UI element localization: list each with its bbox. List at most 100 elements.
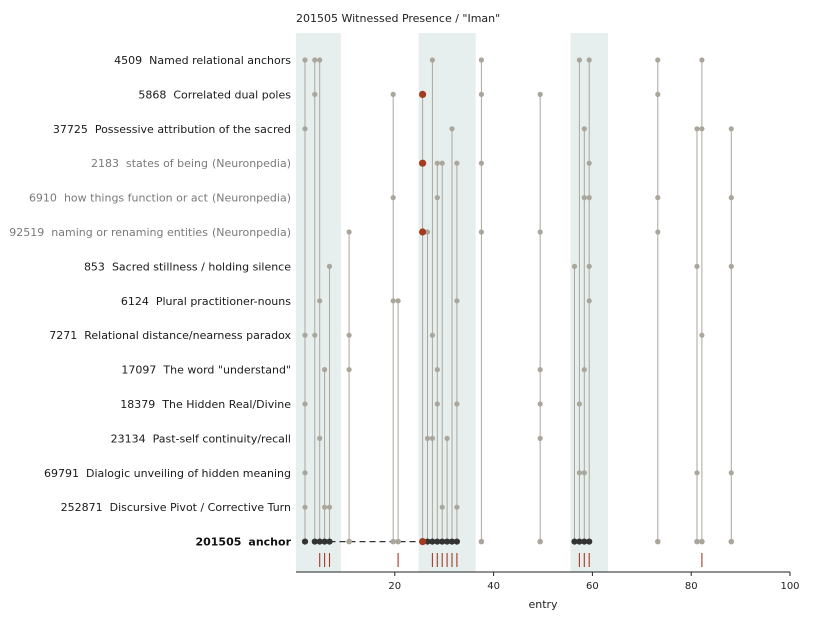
chart-title: 201505 Witnessed Presence / "Iman" bbox=[296, 12, 501, 25]
data-point bbox=[302, 401, 308, 407]
data-point bbox=[478, 91, 484, 97]
feature-name: Possessive attribution of the sacred bbox=[95, 123, 291, 136]
data-point bbox=[317, 435, 323, 441]
x-tick-label: 60 bbox=[586, 581, 599, 592]
stem-lines bbox=[304, 60, 732, 542]
data-point bbox=[346, 229, 352, 235]
data-point bbox=[571, 263, 578, 269]
feature-id: 853 bbox=[84, 260, 105, 273]
data-point bbox=[694, 126, 700, 132]
data-point bbox=[390, 91, 396, 97]
data-point bbox=[302, 57, 308, 63]
anchor-name: anchor bbox=[248, 536, 291, 549]
data-point bbox=[586, 160, 592, 166]
data-point bbox=[434, 195, 440, 201]
x-tick-label: 100 bbox=[780, 581, 799, 592]
x-tick-label: 20 bbox=[388, 581, 401, 592]
feature-id: 69791 bbox=[44, 467, 79, 480]
data-point bbox=[655, 229, 661, 235]
feature-name: states of being bbox=[126, 157, 208, 170]
data-point bbox=[346, 367, 352, 373]
data-point bbox=[302, 126, 308, 132]
data-point bbox=[317, 57, 323, 63]
data-point bbox=[454, 504, 460, 510]
data-point bbox=[312, 332, 318, 338]
data-point bbox=[444, 435, 450, 441]
anchor-point bbox=[434, 538, 441, 545]
row-label: 4509 Named relational anchors bbox=[114, 54, 291, 67]
data-point bbox=[454, 298, 460, 304]
row-label: 92519 naming or renaming entities (Neuronp… bbox=[9, 226, 291, 239]
anchor-point-light bbox=[346, 538, 352, 545]
row-label: 37725 Possessive attribution of the sacre… bbox=[53, 123, 291, 136]
data-point bbox=[390, 195, 396, 201]
feature-id: 5868 bbox=[138, 88, 166, 101]
row-label: 853 Sacred stillness / holding silence bbox=[84, 260, 291, 273]
data-points bbox=[301, 57, 735, 546]
anchor-point-light bbox=[728, 538, 735, 545]
feature-id: 18379 bbox=[120, 398, 155, 411]
anchor-id: 201505 bbox=[195, 536, 241, 549]
data-point bbox=[655, 57, 661, 63]
data-point bbox=[395, 298, 401, 304]
x-axis-label: entry bbox=[528, 598, 558, 611]
feature-name: Dialogic unveiling of hidden meaning bbox=[86, 467, 291, 480]
anchor-point bbox=[311, 538, 318, 545]
data-point bbox=[312, 57, 318, 63]
data-point bbox=[581, 195, 587, 201]
data-point bbox=[434, 401, 440, 407]
data-point bbox=[581, 470, 587, 476]
anchor-point bbox=[571, 538, 578, 545]
data-point bbox=[537, 367, 543, 373]
anchor-point-light bbox=[537, 538, 543, 545]
anchor-point-light bbox=[655, 538, 661, 545]
data-point bbox=[478, 160, 484, 166]
data-point bbox=[454, 401, 460, 407]
data-point bbox=[699, 126, 705, 132]
data-point bbox=[655, 91, 661, 97]
feature-name: Correlated dual poles bbox=[173, 88, 291, 101]
feature-name: The Hidden Real/Divine bbox=[161, 398, 291, 411]
data-point bbox=[429, 57, 435, 63]
feature-name: Past-self continuity/recall bbox=[153, 432, 291, 445]
anchor-point bbox=[424, 538, 431, 545]
row-labels: 4509 Named relational anchors 5868 Correlat… bbox=[9, 54, 291, 549]
x-tick-label: 80 bbox=[685, 581, 698, 592]
row-label: 5868 Correlated dual poles bbox=[138, 88, 291, 101]
data-point bbox=[317, 298, 323, 304]
feature-id: 4509 bbox=[114, 54, 142, 67]
anchor-point bbox=[301, 538, 309, 545]
feature-name: Named relational anchors bbox=[149, 54, 291, 67]
data-point bbox=[537, 435, 543, 441]
feature-name: Sacred stillness / holding silence bbox=[112, 260, 291, 273]
data-point bbox=[576, 470, 583, 476]
data-point bbox=[478, 57, 484, 63]
feature-source: (Neuronpedia) bbox=[212, 157, 291, 170]
feature-name: The word "understand" bbox=[162, 364, 291, 377]
x-axis: 20 40 60 80 100 entry bbox=[296, 571, 800, 611]
feature-id: 6124 bbox=[121, 295, 149, 308]
anchor-point bbox=[576, 538, 583, 545]
data-point bbox=[581, 126, 587, 132]
row-label: 7271 Relational distance/nearness paradox bbox=[49, 329, 291, 342]
feature-id: 2183 bbox=[91, 157, 119, 170]
data-point bbox=[478, 229, 484, 235]
data-point bbox=[439, 160, 445, 166]
anchor-point bbox=[321, 538, 328, 545]
data-point bbox=[728, 263, 734, 269]
row-label: 6910 how things function or act (Neuronped… bbox=[29, 192, 291, 205]
anchor-point-light bbox=[478, 538, 485, 545]
data-point bbox=[586, 195, 592, 201]
feature-id: 23134 bbox=[111, 432, 146, 445]
highlight-point bbox=[419, 90, 427, 98]
data-point bbox=[728, 126, 734, 132]
data-point bbox=[322, 367, 328, 373]
feature-source: (Neuronpedia) bbox=[212, 226, 291, 239]
data-point bbox=[576, 57, 583, 63]
feature-id: 252871 bbox=[61, 501, 103, 514]
data-point bbox=[312, 91, 318, 97]
data-point bbox=[434, 367, 440, 373]
row-label: 69791 Dialogic unveiling of hidden meanin… bbox=[44, 467, 291, 480]
data-point bbox=[694, 470, 700, 476]
